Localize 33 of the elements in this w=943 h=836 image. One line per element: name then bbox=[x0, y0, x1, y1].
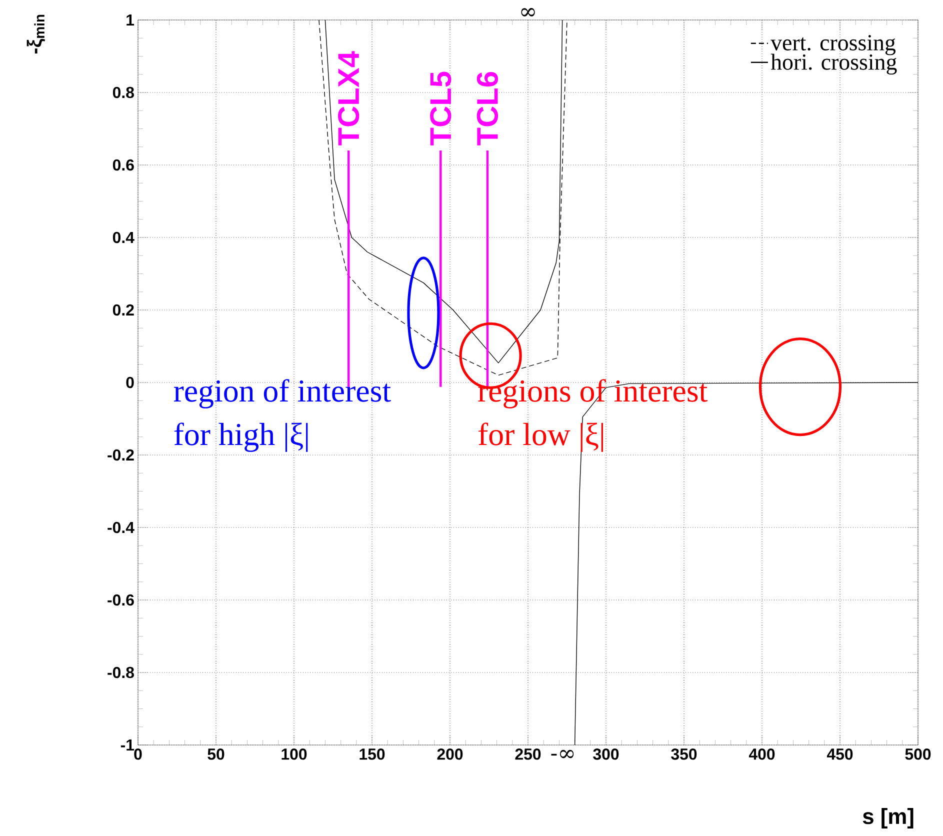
x-tick-label: 200 bbox=[437, 748, 463, 760]
y-tick-label: 1 bbox=[126, 14, 134, 26]
x-tick-label: 450 bbox=[826, 748, 853, 760]
x-tick-label: 400 bbox=[748, 748, 775, 760]
y-tick-label: -0.2 bbox=[108, 449, 134, 461]
text: ∞ bbox=[521, 8, 535, 16]
y-tick-label: -0.4 bbox=[108, 522, 134, 534]
y-tick-label: 0 bbox=[126, 376, 134, 388]
y-axis-title: -ξ$_{min}$ bbox=[26, 14, 46, 54]
annotation: regions of interest bbox=[478, 379, 708, 408]
x-tick-label: 300 bbox=[593, 748, 619, 760]
y-tick-label: -0.6 bbox=[108, 594, 134, 606]
x-tick-label: 350 bbox=[671, 748, 697, 760]
y-tick-label: 0.8 bbox=[112, 86, 134, 98]
x-tick-label: 50 bbox=[208, 748, 224, 760]
y-tick-label: 0.2 bbox=[112, 304, 134, 316]
x-tick-label: 500 bbox=[905, 748, 931, 760]
ref-line-label: TCL5 bbox=[430, 72, 452, 146]
x-axis-title: s [m] bbox=[862, 808, 914, 828]
annotation: for high |ξ| bbox=[174, 422, 308, 452]
y-tick-label: 0.6 bbox=[112, 159, 134, 171]
y-tick-label: -0.8 bbox=[108, 666, 134, 678]
annotation: region of interest bbox=[174, 379, 391, 408]
x-tick-label: 150 bbox=[360, 748, 385, 760]
y-tick-label: 0.4 bbox=[112, 232, 134, 244]
y-tick-label: -1 bbox=[120, 740, 134, 750]
ref-line-label: TCLX4 bbox=[338, 51, 360, 146]
legend-label: hori. crossing bbox=[770, 54, 897, 75]
text: -∞ bbox=[551, 750, 574, 758]
x-tick-label: 0 bbox=[134, 748, 142, 760]
x-tick-label: 100 bbox=[282, 748, 307, 760]
ref-line-label: TCL6 bbox=[476, 72, 498, 146]
x-tick-label: 250 bbox=[515, 748, 541, 760]
